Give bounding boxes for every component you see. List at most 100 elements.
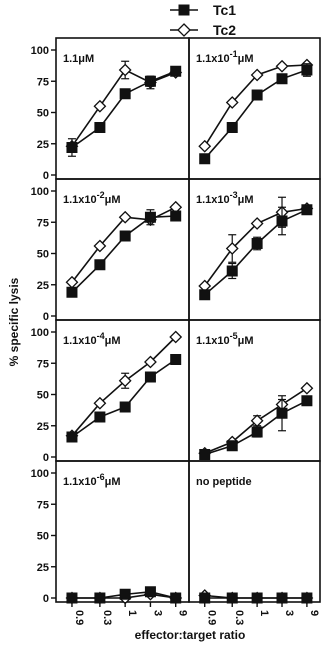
- x-tick-label: 0.9: [73, 610, 85, 625]
- legend-marker-tc1: [178, 4, 190, 16]
- y-tick-label: 100: [31, 468, 49, 480]
- series-tc2: [198, 58, 314, 153]
- data-point-tc1: [199, 592, 211, 604]
- series-line-tc2: [71, 68, 176, 147]
- series-tc2: [198, 381, 314, 460]
- panel-label-base: 1.1x10: [196, 335, 230, 347]
- data-point-tc1: [144, 211, 156, 223]
- x-tick-label: 0.3: [101, 610, 113, 625]
- panel-4: 1.1x10-3μM: [188, 178, 321, 321]
- x-axis-label: effector:target ratio: [135, 628, 246, 642]
- series-tc1: [66, 65, 182, 157]
- panel-label-exponent: -1: [230, 49, 238, 59]
- y-tick-label: 75: [37, 358, 49, 370]
- legend-entry-tc2: Tc2: [170, 22, 236, 38]
- panel-label-base: 1.1x10: [63, 476, 97, 488]
- panel-label-unit: μM: [238, 335, 254, 347]
- data-point-tc1: [301, 204, 313, 216]
- data-point-tc1: [119, 230, 131, 242]
- y-tick-label: 25: [37, 562, 49, 574]
- x-tick-label: 9: [177, 610, 189, 616]
- series-tc1: [66, 354, 182, 443]
- x-tick-label: 9: [308, 610, 320, 616]
- data-point-tc2: [275, 59, 289, 73]
- panel-label: 1.1x10-3μM: [196, 190, 254, 206]
- data-point-tc1: [276, 73, 288, 85]
- y-tick-label: 100: [31, 45, 49, 57]
- panel-label-unit: μM: [105, 476, 121, 488]
- x-tick-label: 1: [126, 610, 138, 616]
- data-point-tc1: [276, 407, 288, 419]
- data-point-tc1: [199, 449, 211, 460]
- y-tick-label: 75: [37, 76, 49, 88]
- data-point-tc1: [170, 592, 182, 604]
- data-point-tc2: [93, 239, 107, 253]
- data-point-tc1: [301, 64, 313, 76]
- panel-6: 1.1x10-5μM: [188, 319, 321, 462]
- y-tick-label: 50: [37, 249, 49, 261]
- data-point-tc2: [93, 99, 107, 113]
- y-tick-label: 50: [37, 390, 49, 402]
- data-point-tc1: [251, 238, 263, 249]
- legend-marker-tc2: [177, 23, 191, 37]
- data-point-tc1: [226, 265, 238, 277]
- data-point-tc2: [118, 63, 132, 77]
- panel-label-exponent: -3: [230, 190, 238, 200]
- data-point-tc1: [199, 153, 211, 165]
- data-point-tc2: [225, 242, 239, 255]
- data-point-tc1: [251, 89, 263, 101]
- data-point-tc1: [144, 371, 156, 383]
- y-tick-label: 0: [43, 593, 49, 605]
- data-point-tc1: [144, 75, 156, 87]
- panel-label-exponent: -2: [97, 190, 105, 200]
- data-point-tc1: [119, 88, 131, 100]
- data-point-tc1: [301, 592, 313, 604]
- series-tc1: [66, 209, 182, 298]
- data-point-tc1: [170, 65, 182, 77]
- panel-label-exponent: -4: [97, 331, 105, 341]
- panel-label: no peptide: [196, 476, 252, 488]
- data-point-tc2: [198, 139, 212, 153]
- y-tick-label: 75: [37, 217, 49, 229]
- data-point-tc2: [300, 381, 314, 395]
- panel-label-unit: μM: [238, 194, 254, 206]
- y-tick-label: 100: [31, 186, 49, 198]
- y-tick-label: 0: [43, 170, 49, 182]
- panel-label-base: 1.1x10: [63, 194, 97, 206]
- y-tick-label: 100: [31, 327, 49, 339]
- data-point-tc2: [250, 217, 264, 230]
- legend-label-tc2: Tc2: [213, 22, 236, 38]
- series-tc2: [65, 330, 183, 443]
- x-tick-label: 3: [283, 610, 295, 616]
- data-point-tc1: [94, 122, 106, 133]
- data-point-tc1: [251, 426, 263, 438]
- data-point-tc2: [93, 396, 107, 410]
- data-point-tc1: [226, 440, 238, 452]
- data-point-tc1: [276, 215, 288, 227]
- panel-label-unit: μM: [238, 53, 254, 65]
- data-point-tc1: [276, 592, 288, 604]
- data-point-tc1: [94, 259, 106, 271]
- data-point-tc1: [251, 592, 263, 604]
- x-tick-label: 3: [151, 610, 163, 616]
- data-point-tc1: [170, 210, 182, 222]
- data-point-tc1: [66, 142, 78, 153]
- data-point-tc2: [118, 210, 132, 224]
- panel-label-exponent: -5: [230, 331, 238, 341]
- data-point-tc1: [144, 586, 156, 598]
- x-tick-label: 1: [258, 610, 270, 616]
- data-point-tc1: [66, 431, 78, 443]
- data-point-tc1: [94, 592, 106, 604]
- panel-label: 1.1μM: [63, 53, 94, 65]
- series-line-tc1: [71, 358, 177, 438]
- series-line-tc1: [204, 69, 308, 160]
- y-tick-label: 25: [37, 139, 49, 151]
- data-point-tc2: [225, 96, 239, 109]
- y-tick-label: 25: [37, 421, 49, 433]
- series-tc1: [199, 395, 313, 460]
- panel-7: 0 25 50 75 100 1.1x10-6μM: [31, 460, 190, 607]
- panel-2: 1.1x10-1μM: [188, 37, 321, 180]
- panel-label-unit: μM: [78, 53, 94, 65]
- panel-label-base: 1.1x10: [63, 335, 97, 347]
